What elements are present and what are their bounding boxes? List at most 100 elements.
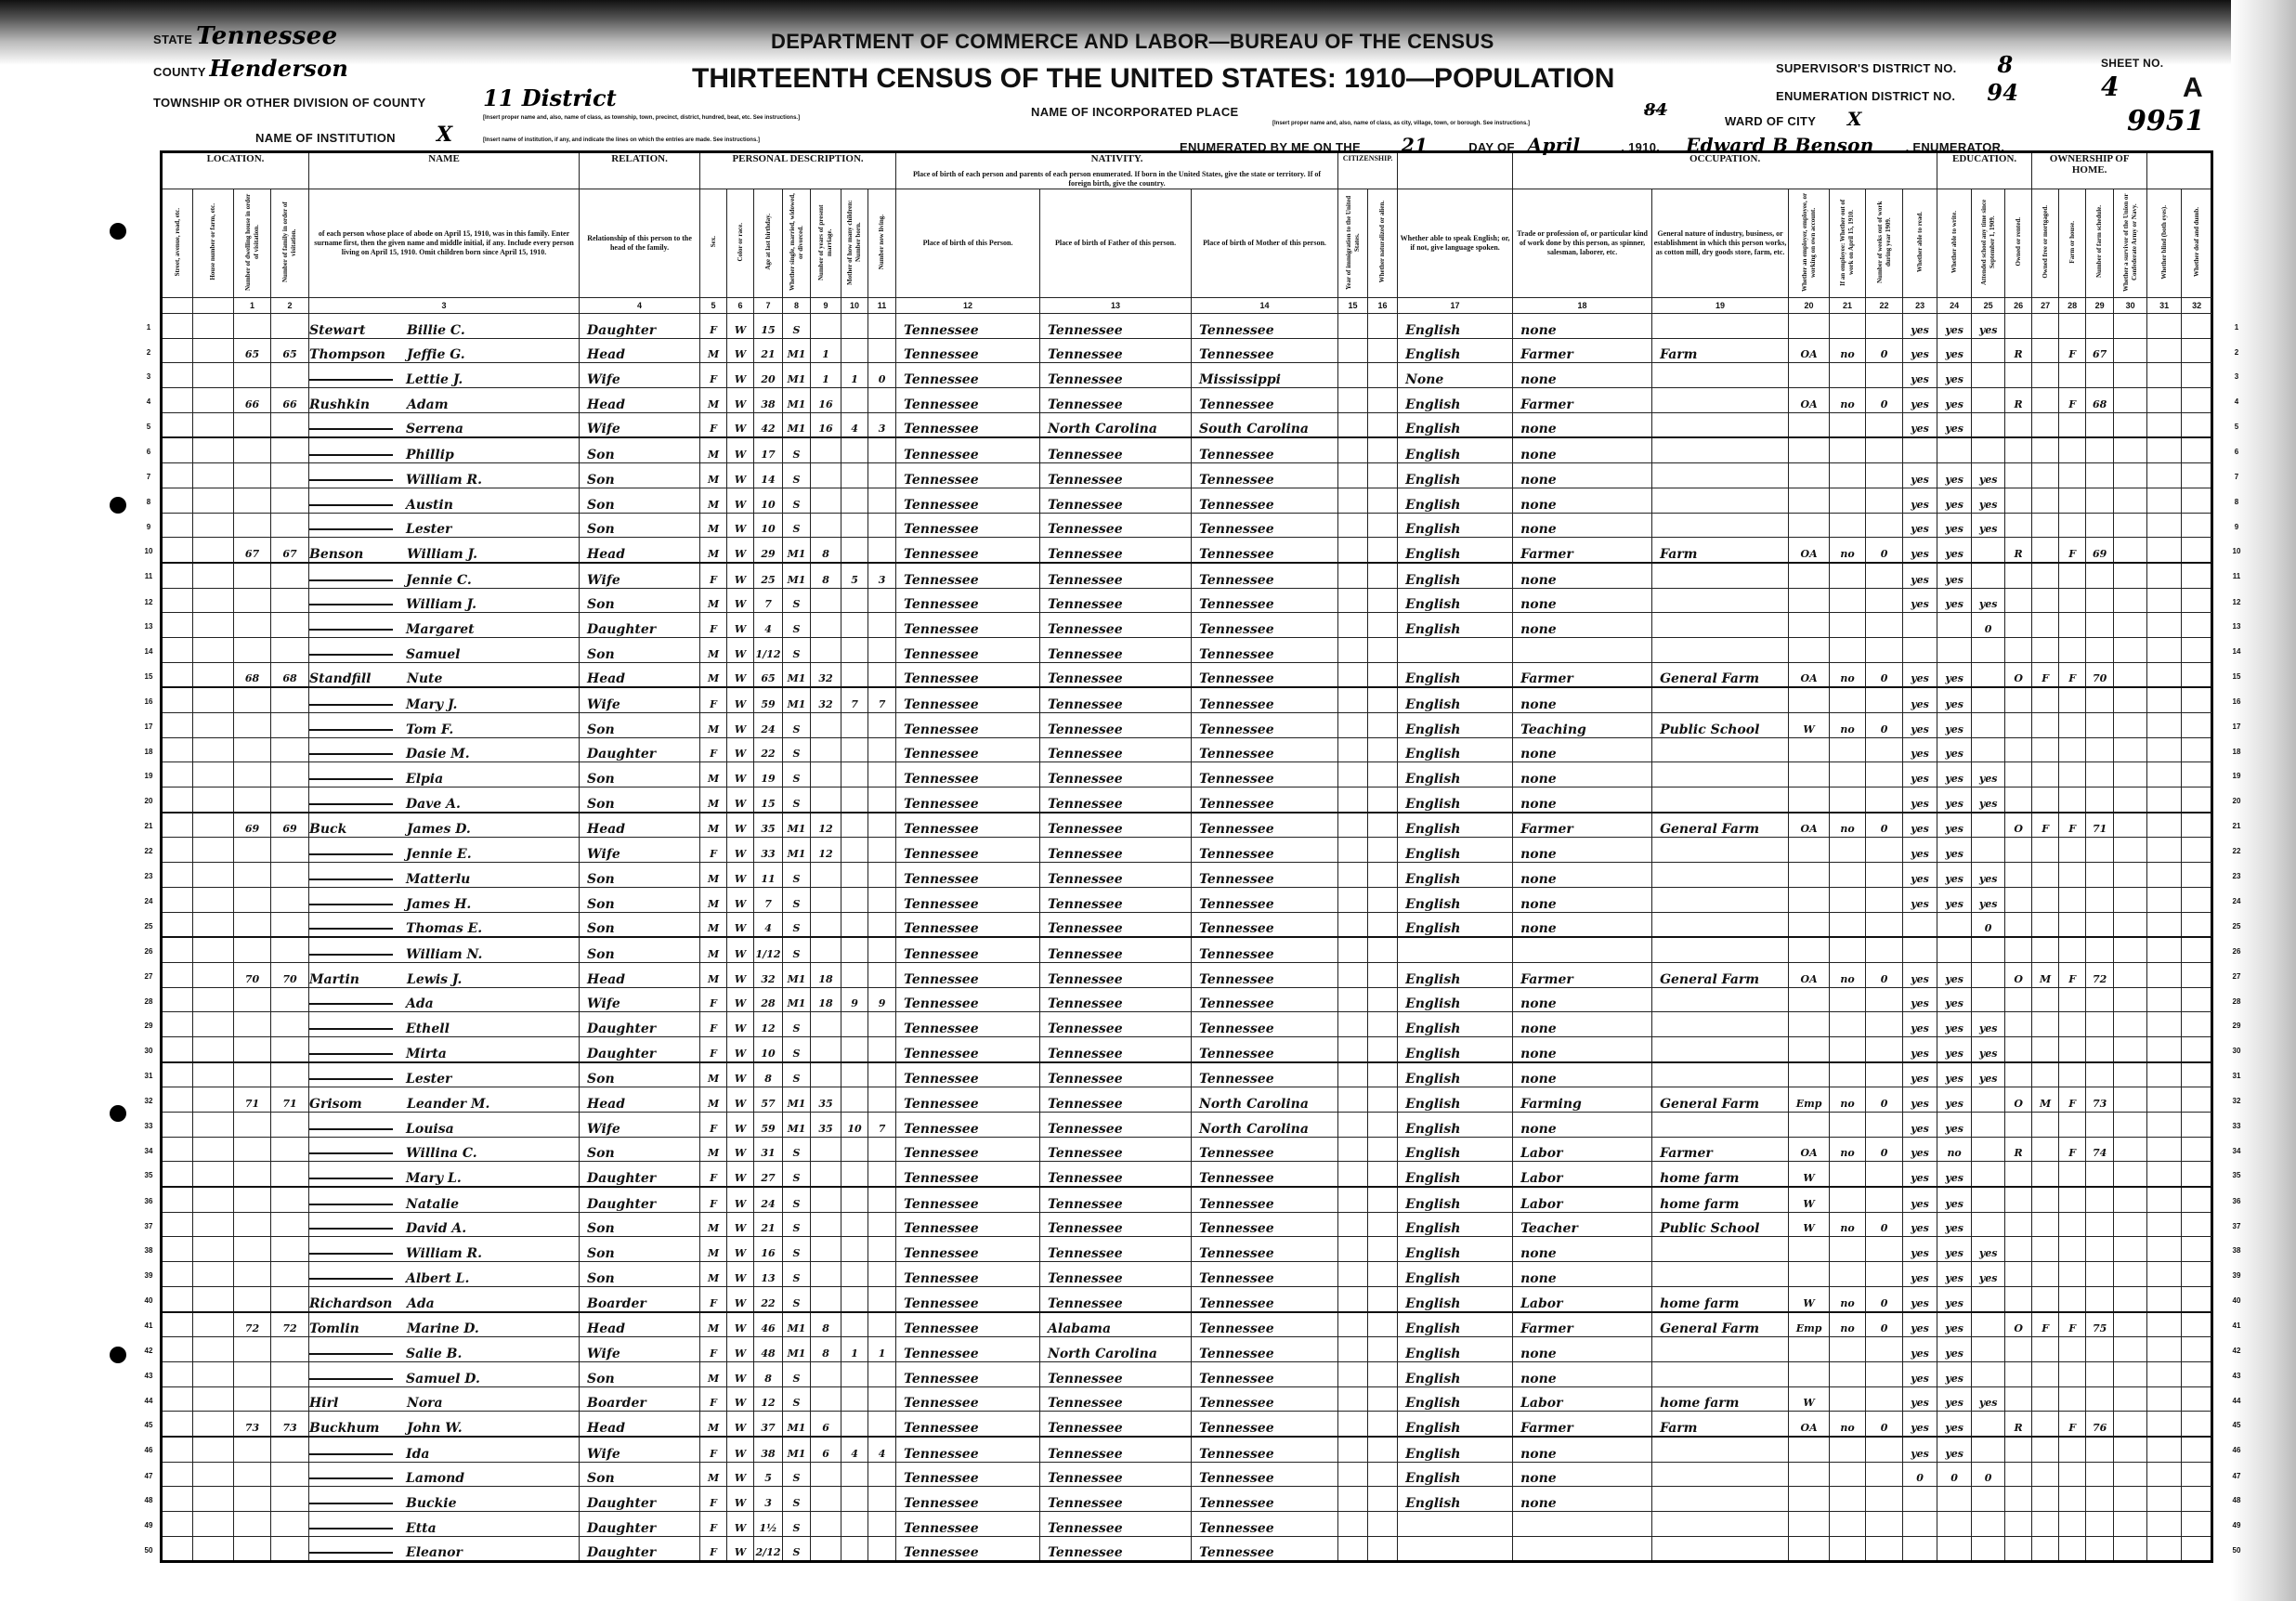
table-row: 67 67 Benson William J. Head M W 29 M1 8 Tennessee… [161,537,2213,564]
given-name: Adam [407,397,449,412]
cell-bp: Tennessee [895,1035,1041,1063]
cell-own [2004,1011,2033,1037]
column-header-sno: Number of farm schedule. [2085,189,2115,298]
cell-vet [2113,1161,2148,1189]
line-number: 6 [2234,448,2239,456]
ditto-dash [309,428,394,431]
cell-sch: yes [1971,587,2006,614]
cell-house [192,512,234,539]
cell-yrs: 32 [810,661,842,689]
cell-blind [2146,787,2183,814]
cell-race: W [726,787,755,814]
cell-house [192,1386,234,1412]
cell-born [841,661,869,689]
cell-fam: 72 [269,1310,310,1338]
cell-wr: yes [1937,537,1973,564]
cell-sch [1971,387,2006,413]
line-number: 47 [2232,1472,2241,1480]
cell-fbp: Tennessee [1039,712,1193,738]
cell-street [161,1310,193,1338]
cell-mar: M1 [782,562,812,589]
table-row: Serrena Wife F W 42 M1 16 4 3 Tennessee North Caro… [161,411,2213,439]
cell-occ: none [1512,1261,1653,1287]
cell-blind [2146,587,2183,614]
cell-house [192,1186,234,1213]
cell-rel: Head [579,337,701,364]
cell-blind [2146,1236,2183,1263]
cell-street [161,1087,193,1113]
cell-yrs [810,736,842,763]
cell-street [161,387,193,413]
column-label: Whether an employer, employee, or workin… [1800,192,1817,292]
cell-age: 1/12 [753,936,784,963]
cell-rd: yes [1902,1211,1938,1238]
cell-vet [2113,537,2148,564]
cell-dw [233,587,271,614]
column-number: 7 [753,297,784,314]
cell-oow [1829,1236,1867,1263]
cell-bp: Tennessee [895,787,1041,814]
ditto-dash [309,878,394,880]
cell-street [161,487,193,514]
cell-c15 [1337,961,1369,988]
cell-c15 [1337,411,1369,439]
line-number: 27 [2232,972,2241,981]
cell-deaf [2181,1360,2213,1387]
cell-c15 [1337,1535,1369,1563]
stamp-number: 9951 [2127,105,2205,137]
cell-own [2004,436,2033,464]
cell-c15 [1337,1136,1369,1163]
cell-liv [868,761,897,788]
cell-cls [1788,761,1831,788]
cell-vet [2113,1261,2148,1287]
table-row: 72 72 Tomlin Marine D. Head M W 46 M1 8 Tennessee A… [161,1310,2213,1338]
cell-sch: yes [1971,862,2006,888]
line-number: 1 [146,323,151,332]
line-number: 29 [2232,1022,2241,1030]
cell-c15 [1337,886,1369,913]
group-title: LOCATION. [206,153,265,164]
group-title: OCCUPATION. [1689,153,1761,164]
cell-oow [1829,1112,1867,1138]
cell-yrs [810,1360,842,1387]
cell-mbp: Tennessee [1191,1360,1339,1387]
cell-sch [1971,1211,2006,1238]
cell-rel: Wife [579,562,701,589]
cell-cls [1788,436,1831,464]
column-number [192,297,234,314]
cell-age: 48 [753,1336,784,1362]
cell-dw [233,487,271,514]
cell-ind [1651,886,1790,913]
cell-occ: none [1512,886,1653,913]
cell-race: W [726,1035,755,1063]
institution-note: [Insert name of institution, if any, and… [483,137,760,143]
cell-yrs [810,1136,842,1163]
cell-fh [2058,1236,2087,1263]
cell-wks: 0 [1865,537,1904,564]
cell-street [161,1161,193,1189]
name-cell: Natalie [308,1186,581,1213]
cell-age: 46 [753,1310,784,1338]
cell-c15 [1337,712,1369,738]
cell-bp: Tennessee [895,862,1041,888]
cell-fbp: Tennessee [1039,686,1193,714]
cell-age: 7 [753,886,784,913]
cell-lang: None [1397,362,1514,389]
cell-race: W [726,1461,755,1488]
cell-dw [233,436,271,464]
cell-wr: yes [1937,411,1973,439]
cell-deaf [2181,1211,2213,1238]
cell-cls: W [1788,1285,1831,1313]
cell-fam [269,562,310,589]
cell-deaf [2181,886,2213,913]
cell-ind: home farm [1651,1285,1790,1313]
cell-wks [1865,462,1904,488]
name-cell: Jennie E. [308,837,581,864]
cell-street [161,812,193,839]
cell-blind [2146,462,2183,488]
cell-street [161,1461,193,1488]
cell-c16 [1367,313,1399,339]
cell-born [841,1310,869,1338]
cell-vet [2113,911,2148,939]
ward-field: WARD OF CITY X [1725,110,1862,128]
